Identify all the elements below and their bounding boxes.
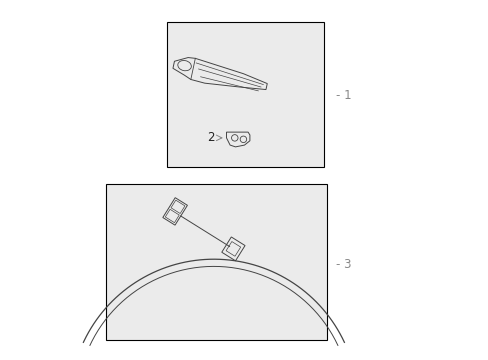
Bar (167, 22, 323, 167)
Bar (106, 184, 326, 340)
Text: - 1: - 1 (336, 89, 351, 102)
Text: 2: 2 (207, 131, 215, 144)
Text: - 3: - 3 (336, 258, 351, 271)
